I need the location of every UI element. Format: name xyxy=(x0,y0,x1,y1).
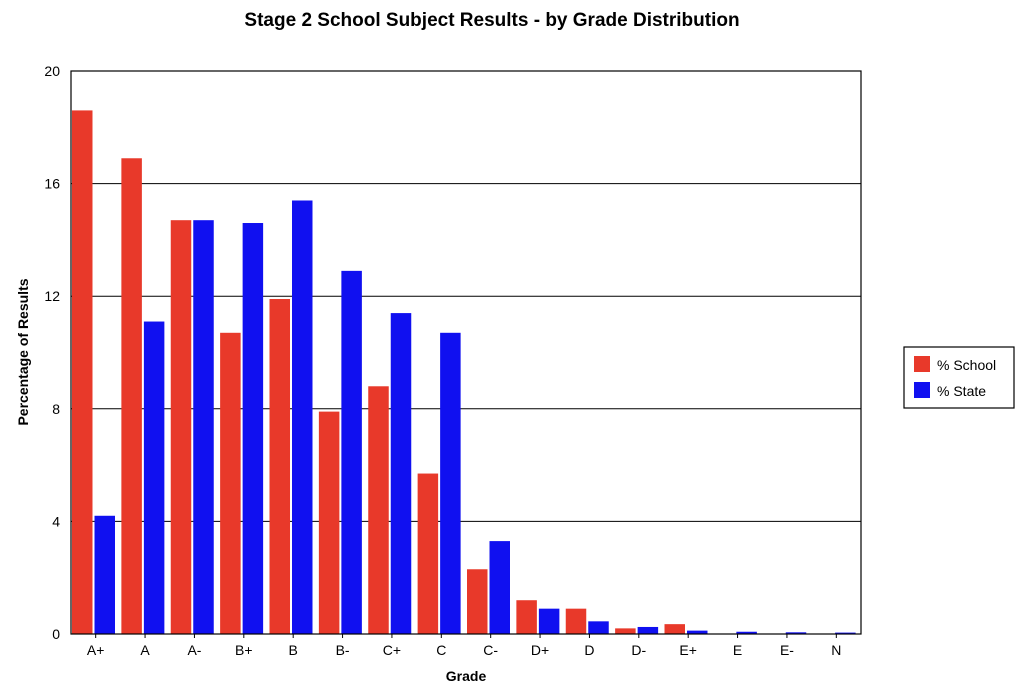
y-tick-label: 4 xyxy=(52,513,60,529)
bar-state xyxy=(489,541,510,634)
x-tick-label: B xyxy=(289,642,298,658)
x-axis-label: Grade xyxy=(446,668,487,684)
x-tick-label: E+ xyxy=(679,642,697,658)
legend-swatch-school xyxy=(914,356,930,372)
x-tick-label: B+ xyxy=(235,642,253,658)
bar-school xyxy=(615,628,636,634)
bar-school xyxy=(565,608,587,634)
legend-label-state: % State xyxy=(937,383,986,399)
bar-school xyxy=(220,332,241,634)
bar-school xyxy=(269,299,290,634)
x-tick-label: C+ xyxy=(383,642,401,658)
y-tick-label: 16 xyxy=(44,176,60,192)
legend-swatch-state xyxy=(914,382,930,398)
x-tick-label: E xyxy=(733,642,742,658)
bar-school xyxy=(72,110,93,634)
bar-state xyxy=(193,220,214,634)
x-tick-label: B- xyxy=(336,642,350,658)
bar-state xyxy=(242,223,264,634)
x-tick-label: A xyxy=(140,642,150,658)
bar-state xyxy=(390,313,412,634)
bar-school xyxy=(121,158,142,634)
y-tick-label: 0 xyxy=(52,626,60,642)
bar-state xyxy=(440,332,461,634)
bar-state xyxy=(637,626,659,634)
bar-state xyxy=(538,608,560,634)
bar-school xyxy=(368,386,389,634)
x-tick-label: N xyxy=(831,642,841,658)
x-tick-label: C- xyxy=(483,642,498,658)
plot-frame xyxy=(70,70,862,635)
bar-school xyxy=(318,411,340,634)
bar-school xyxy=(467,569,488,634)
bar-state xyxy=(736,631,757,634)
x-tick-label: A- xyxy=(187,642,201,658)
legend: % School % State xyxy=(903,346,1015,409)
bar-school xyxy=(516,600,537,634)
bars xyxy=(72,110,856,635)
x-axis-ticks: A+ A A- B+ B B- C+ C C- D+ D D- E+ E E- N xyxy=(87,634,841,658)
bar-state xyxy=(341,270,362,634)
y-tick-label: 20 xyxy=(44,63,60,79)
x-tick-label: A+ xyxy=(87,642,105,658)
bar-state xyxy=(785,632,807,634)
bar-state xyxy=(687,630,708,634)
y-axis-label: Percentage of Results xyxy=(15,278,31,425)
x-tick-label: D xyxy=(584,642,594,658)
y-axis-ticks: 0 4 8 12 16 20 xyxy=(44,63,60,642)
legend-label-school: % School xyxy=(937,357,996,373)
y-tick-label: 12 xyxy=(44,288,60,304)
y-tick-label: 8 xyxy=(52,401,60,417)
bar-school xyxy=(417,473,439,634)
x-tick-label: D+ xyxy=(531,642,549,658)
bar-state xyxy=(94,515,115,634)
bar-state xyxy=(143,321,165,634)
bar-state xyxy=(292,200,313,635)
bar-school xyxy=(664,624,685,634)
chart-title: Stage 2 School Subject Results - by Grad… xyxy=(244,10,739,31)
x-tick-label: D- xyxy=(631,642,646,658)
bar-state xyxy=(835,632,856,634)
bar-school xyxy=(170,220,192,634)
bar-state xyxy=(588,621,609,634)
x-tick-label: C xyxy=(436,642,446,658)
x-tick-label: E- xyxy=(780,642,794,658)
